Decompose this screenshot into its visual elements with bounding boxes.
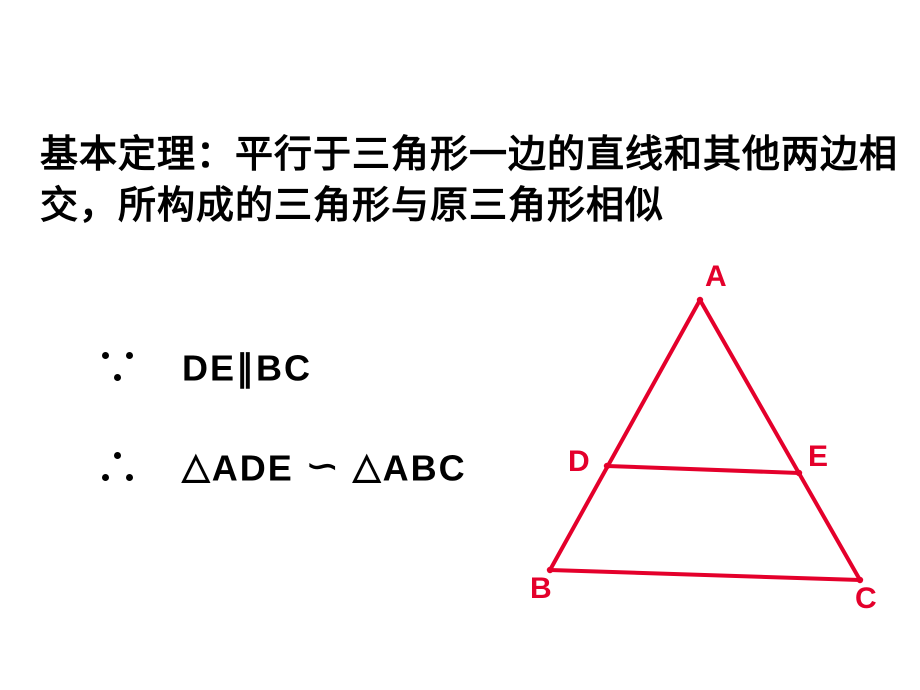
proof-2-tri2: ABC xyxy=(383,447,467,488)
proof-line-1: DE∥BC xyxy=(100,345,312,389)
triangle-figure: A B C D E xyxy=(490,260,890,620)
label-A: A xyxy=(705,260,727,294)
label-D: D xyxy=(568,445,590,479)
label-C: C xyxy=(855,582,877,616)
label-E: E xyxy=(808,440,828,474)
proof-line-2: △ADE ∽ △ABC xyxy=(100,445,467,489)
label-B: B xyxy=(530,572,552,606)
triangle-symbol-2: △ xyxy=(353,448,383,484)
proof-2-tri1: ADE xyxy=(212,447,294,488)
therefore-symbol xyxy=(100,450,140,486)
proof-1-text: DE∥BC xyxy=(182,347,312,388)
because-symbol xyxy=(100,350,140,386)
similar-symbol: ∽ xyxy=(306,449,341,484)
triangle-svg xyxy=(490,260,890,620)
triangle-symbol-1: △ xyxy=(182,448,212,484)
theorem-text: 基本定理：平行于三角形一边的直线和其他两边相交，所构成的三角形与原三角形相似 xyxy=(40,130,900,233)
